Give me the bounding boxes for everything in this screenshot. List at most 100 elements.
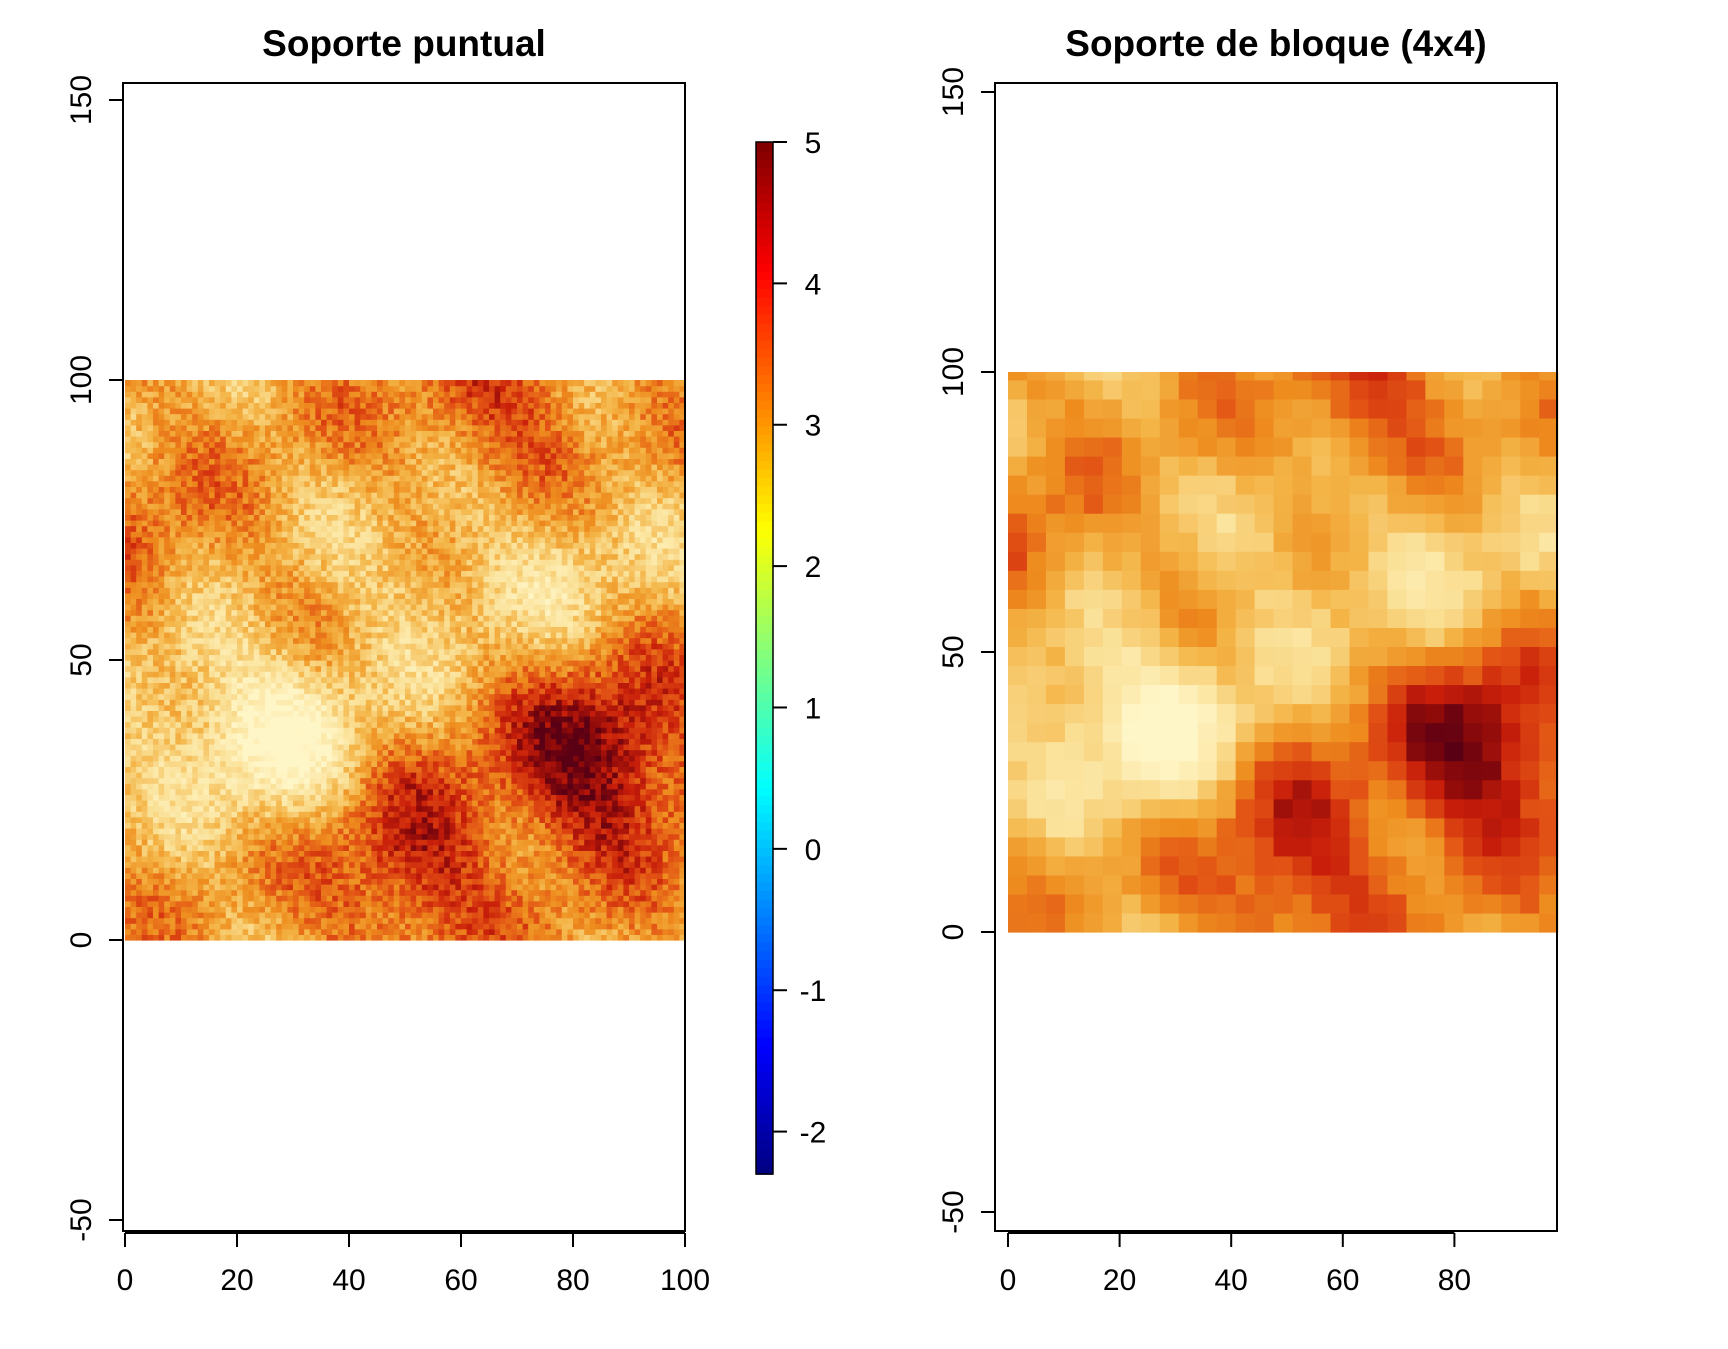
heat-cell [158, 615, 165, 622]
heat-cell [259, 788, 266, 795]
heat-cell [321, 564, 328, 571]
heat-cell [365, 385, 372, 392]
heat-cell [153, 676, 160, 683]
heat-cell [293, 906, 300, 913]
heat-cell [399, 626, 406, 633]
heat-cell [147, 816, 154, 823]
heat-cell [293, 419, 300, 426]
heat-cell [343, 676, 350, 683]
heat-cell [377, 665, 384, 672]
heat-cell [343, 760, 350, 767]
heat-cell [220, 525, 227, 532]
heat-cell [136, 408, 143, 415]
heat-cell [393, 917, 400, 924]
heat-cell [231, 520, 238, 527]
heat-cell [337, 503, 344, 510]
heat-cell [209, 604, 216, 611]
heat-cell [293, 716, 300, 723]
heat-cell [326, 486, 333, 493]
heat-cell [164, 598, 171, 605]
heat-cell [125, 889, 132, 896]
heat-cell [298, 452, 305, 459]
heat-cell [181, 884, 188, 891]
heat-cell [130, 805, 137, 812]
heat-cell [253, 553, 260, 560]
heat-cell [169, 682, 176, 689]
heat-cell [349, 917, 356, 924]
heat-cell [309, 430, 316, 437]
heat-cell [265, 576, 272, 583]
heat-cell [365, 783, 372, 790]
heat-cell [399, 458, 406, 465]
heat-cell [237, 402, 244, 409]
heat-cell [214, 906, 221, 913]
heat-cell [164, 816, 171, 823]
heat-cell [175, 441, 182, 448]
heat-cell [337, 783, 344, 790]
heat-cell [192, 581, 199, 588]
heat-cell [231, 839, 238, 846]
heat-cell [242, 570, 249, 577]
heat-cell [259, 884, 266, 891]
heat-cell [343, 458, 350, 465]
heat-cell [237, 766, 244, 773]
heat-cell [382, 867, 389, 874]
heat-cell [253, 928, 260, 935]
heat-cell [270, 856, 277, 863]
heat-cell [153, 912, 160, 919]
heat-cell [321, 469, 328, 476]
heat-cell [158, 598, 165, 605]
heat-cell [192, 436, 199, 443]
heat-cell [399, 906, 406, 913]
heat-cell [147, 492, 154, 499]
heat-cell [265, 654, 272, 661]
heat-cell [393, 508, 400, 515]
heat-cell [365, 856, 372, 863]
heat-cell [343, 727, 350, 734]
heat-cell [237, 850, 244, 857]
heat-cell [304, 570, 311, 577]
heat-cell [214, 503, 221, 510]
heat-cell [147, 811, 154, 818]
heat-cell [293, 895, 300, 902]
heat-cell [337, 592, 344, 599]
heat-cell [388, 424, 395, 431]
heat-cell [220, 632, 227, 639]
heat-cell [158, 531, 165, 538]
heat-cell [304, 833, 311, 840]
heat-cell [276, 447, 283, 454]
heat-cell [399, 665, 406, 672]
heat-cell [298, 850, 305, 857]
heat-cell [281, 738, 288, 745]
heat-cell [265, 912, 272, 919]
heat-cell [186, 917, 193, 924]
heat-cell [298, 592, 305, 599]
heat-cell [315, 688, 322, 695]
heat-cell [147, 749, 154, 756]
heat-cell [181, 816, 188, 823]
heat-cell [393, 934, 400, 941]
heat-cell [337, 430, 344, 437]
heat-cell [388, 744, 395, 751]
heat-cell [192, 576, 199, 583]
heat-cell [203, 783, 210, 790]
heat-cell [399, 844, 406, 851]
heat-cell [371, 380, 378, 387]
heat-cell [388, 856, 395, 863]
heat-cell [281, 648, 288, 655]
heat-cell [203, 396, 210, 403]
heat-cell [214, 559, 221, 566]
heat-cell [242, 822, 249, 829]
heat-cell [388, 643, 395, 650]
heat-cell [248, 396, 255, 403]
heat-cell [349, 906, 356, 913]
heat-cell [242, 497, 249, 504]
heat-cell [214, 912, 221, 919]
heat-cell [332, 777, 339, 784]
heat-cell [304, 380, 311, 387]
heat-cell [141, 688, 148, 695]
heat-cell [321, 632, 328, 639]
heat-cell [281, 492, 288, 499]
heat-cell [309, 900, 316, 907]
heat-cell [175, 783, 182, 790]
